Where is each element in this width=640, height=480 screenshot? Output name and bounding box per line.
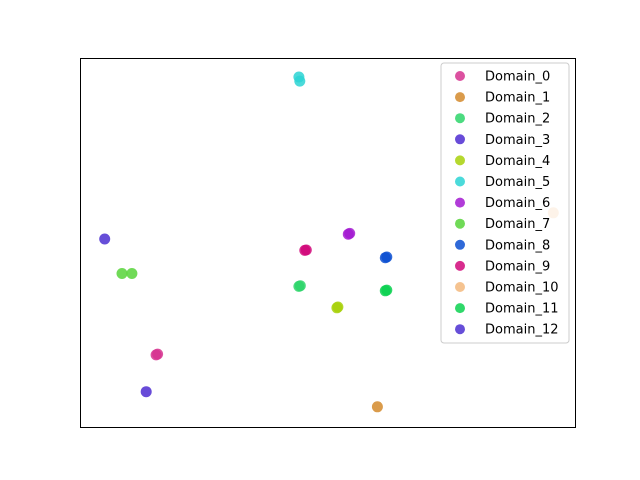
data-point-domain-11-1: [379, 285, 391, 297]
data-point-domain-3-0: [140, 386, 152, 398]
data-point-domain-1-0: [371, 401, 383, 413]
data-point-domain-8-1: [379, 252, 391, 264]
legend-label-domain-1: Domain_1: [485, 91, 550, 106]
data-point-domain-0-1: [150, 349, 162, 361]
legend-box: [440, 62, 570, 344]
legend-label-domain-3: Domain_3: [485, 133, 550, 148]
legend-label-domain-9: Domain_9: [485, 259, 550, 274]
legend-label-domain-4: Domain_4: [485, 154, 550, 169]
legend-label-domain-8: Domain_8: [485, 238, 550, 253]
legend-marker-domain-7: [455, 218, 465, 229]
legend-label-domain-5: Domain_5: [485, 175, 550, 190]
legend-label-domain-0: Domain_0: [485, 70, 550, 85]
legend-marker-domain-5: [455, 176, 465, 187]
data-point-domain-2-1: [293, 280, 305, 292]
legend-marker-domain-4: [455, 155, 465, 166]
legend-marker-domain-9: [455, 260, 465, 271]
legend-label-domain-2: Domain_2: [485, 112, 550, 127]
legend-label-domain-10: Domain_10: [485, 281, 559, 296]
legend-marker-domain-1: [455, 92, 465, 103]
legend-marker-domain-3: [455, 134, 465, 145]
legend-marker-domain-6: [455, 197, 465, 208]
legend-marker-domain-11: [455, 303, 465, 314]
data-point-domain-7-0: [116, 268, 128, 279]
points-layer: [99, 71, 559, 413]
data-point-domain-5-1: [294, 75, 306, 87]
legend-marker-domain-8: [455, 239, 465, 250]
legend-marker-domain-0: [455, 71, 465, 81]
legend-label-domain-12: Domain_12: [485, 323, 559, 338]
legend-label-domain-6: Domain_6: [485, 196, 550, 211]
data-point-domain-6-1: [342, 228, 354, 240]
legend-label-domain-7: Domain_7: [485, 217, 550, 232]
plot-area-frame: [80, 58, 576, 428]
legend-marker-domain-10: [455, 282, 465, 292]
legend: Domain_0 Domain_1 Domain_2 Domain_3 Domain_4…: [440, 62, 570, 344]
data-point-domain-12-0: [99, 233, 111, 245]
legend-marker-domain-12: [455, 324, 465, 335]
data-point-domain-7-1: [126, 268, 138, 279]
data-point-domain-9-1: [299, 244, 311, 256]
legend-label-domain-11: Domain_11: [485, 302, 559, 317]
data-point-domain-4-1: [331, 302, 343, 314]
legend-marker-domain-2: [455, 113, 465, 124]
